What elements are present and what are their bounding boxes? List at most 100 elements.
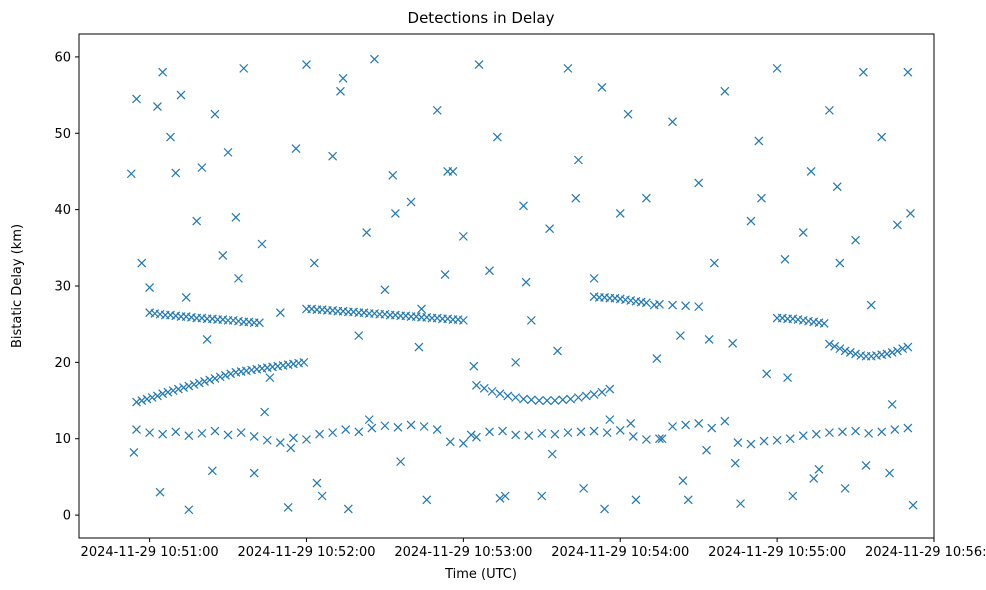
data-point — [137, 396, 147, 405]
data-point — [218, 251, 228, 260]
data-point — [579, 483, 589, 493]
data-point — [641, 435, 651, 444]
data-point — [835, 344, 845, 354]
data-point — [542, 396, 552, 405]
data-point — [824, 428, 834, 438]
data-point — [142, 394, 152, 404]
data-point — [336, 86, 345, 96]
data-point — [733, 438, 743, 447]
data-point — [492, 132, 502, 142]
data-point — [553, 346, 562, 356]
data-point — [173, 384, 183, 394]
data-point — [458, 231, 468, 241]
data-point — [537, 428, 547, 438]
data-point — [631, 495, 641, 505]
data-point — [192, 216, 202, 226]
data-point — [207, 466, 217, 476]
data-point — [675, 331, 685, 341]
data-point — [524, 431, 534, 441]
data-point — [417, 304, 426, 314]
data-point — [641, 193, 651, 203]
data-point — [903, 67, 913, 77]
data-point — [694, 302, 704, 312]
data-point — [312, 478, 322, 488]
y-tick-label: 60 — [54, 50, 71, 65]
data-point — [811, 429, 821, 439]
data-point — [171, 427, 181, 437]
data-point — [835, 258, 845, 268]
data-point — [220, 370, 230, 380]
data-point — [479, 383, 489, 393]
data-point — [487, 386, 497, 396]
data-point — [202, 335, 212, 344]
data-point — [184, 505, 194, 515]
data-point — [249, 468, 259, 478]
data-point — [432, 425, 442, 434]
data-point — [589, 390, 599, 399]
data-point — [892, 220, 902, 230]
data-point — [887, 348, 897, 357]
data-point — [788, 491, 798, 501]
data-point — [728, 338, 738, 348]
data-point — [759, 436, 769, 446]
data-point — [861, 461, 871, 470]
data-point — [605, 384, 615, 394]
data-point — [364, 415, 374, 425]
data-point — [597, 83, 607, 92]
data-point — [668, 300, 677, 310]
data-point — [641, 298, 651, 308]
data-point — [736, 499, 745, 509]
data-point — [885, 468, 894, 478]
data-point — [858, 67, 868, 77]
data-point — [709, 258, 719, 268]
data-point — [600, 504, 609, 514]
data-point — [720, 86, 730, 96]
data-point — [573, 393, 583, 402]
data-markers — [126, 54, 918, 515]
data-point — [840, 346, 850, 356]
data-point — [388, 170, 398, 180]
data-point — [338, 73, 348, 83]
data-point — [887, 399, 897, 409]
data-point — [419, 422, 429, 431]
data-point — [806, 167, 816, 176]
data-point — [283, 503, 293, 512]
data-point — [495, 389, 505, 399]
data-point — [414, 342, 424, 352]
data-point — [668, 117, 677, 127]
data-point — [472, 432, 481, 442]
data-point — [370, 54, 379, 64]
data-point — [390, 209, 400, 218]
data-point — [547, 449, 557, 459]
data-point — [302, 435, 311, 444]
x-tick-label: 2024-11-29 10:53:00 — [394, 545, 532, 560]
data-point — [367, 423, 377, 433]
chart-title: Detections in Delay — [408, 9, 555, 27]
data-point — [545, 224, 555, 234]
data-point — [443, 167, 453, 176]
data-point — [519, 394, 528, 404]
data-point — [623, 109, 633, 119]
data-point — [341, 425, 351, 434]
data-point — [406, 420, 416, 430]
data-point — [362, 228, 372, 237]
data-point — [163, 387, 173, 397]
data-point — [231, 212, 241, 222]
data-point — [137, 258, 147, 268]
data-point — [498, 426, 508, 436]
data-point — [132, 425, 141, 434]
data-point — [234, 273, 243, 283]
data-point — [573, 155, 583, 165]
data-point — [526, 395, 536, 405]
data-point — [236, 428, 246, 438]
data-point — [380, 421, 390, 431]
data-point — [286, 443, 296, 453]
data-point — [210, 426, 220, 436]
data-point — [864, 428, 874, 438]
data-point — [166, 132, 175, 142]
data-point — [500, 491, 510, 501]
data-point — [155, 487, 165, 497]
data-point — [563, 63, 573, 73]
data-point — [343, 504, 353, 514]
plot-area — [78, 33, 935, 539]
